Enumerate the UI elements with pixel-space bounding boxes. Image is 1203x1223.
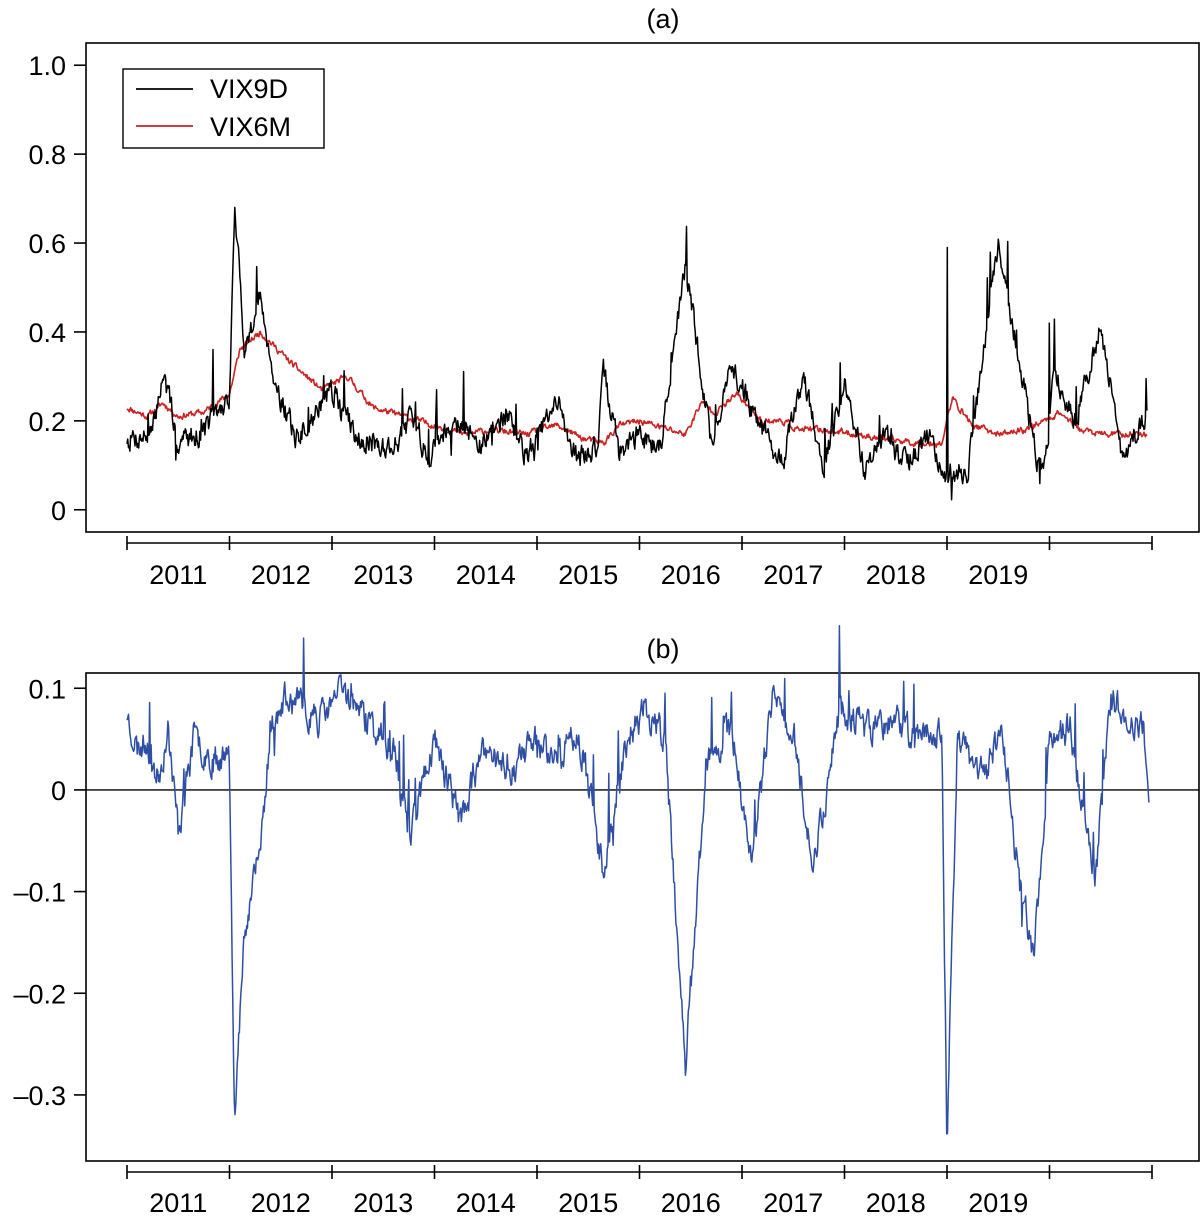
panel-b-series-layer bbox=[86, 624, 1199, 1135]
legend-label-vix6m: VIX6M bbox=[210, 112, 291, 142]
panel-b-xtick-label: 2012 bbox=[251, 1188, 311, 1218]
panel-b-ytick-label: –0.1 bbox=[13, 878, 66, 908]
panel-a-legend: VIX9D VIX6M bbox=[122, 68, 325, 149]
panel-a-vix-levels: (a) 00.20.40.60.81.0 2011 2012 2013 2014 201… bbox=[28, 4, 1200, 590]
panel-b-xtick-label: 2018 bbox=[866, 1188, 926, 1218]
panel-a-ytick-label: 1.0 bbox=[28, 51, 66, 81]
panel-a-ytick-label: 0 bbox=[51, 496, 66, 526]
panel-b-ytick-label: –0.3 bbox=[13, 1081, 66, 1111]
panel-a-xtick-label: 2018 bbox=[866, 560, 926, 590]
panel-b-spread: (b) –0.3–0.2–0.100.1 2011 2012 2013 2014 201… bbox=[13, 624, 1200, 1218]
legend-label-vix9d: VIX9D bbox=[210, 74, 288, 104]
panel-b-ytick-label: 0.1 bbox=[28, 674, 66, 704]
panel-b-x-axis: 2011 2012 2013 2014 2015 2016 2017 2018 2019 bbox=[126, 1165, 1153, 1218]
series-line-vix9d bbox=[126, 206, 1148, 501]
panel-a-xtick-label: 2012 bbox=[251, 560, 311, 590]
panel-b-y-axis: –0.3 –0.2 –0.1 0 0.1 bbox=[13, 674, 86, 1111]
panel-a-xtick-label: 2016 bbox=[661, 560, 721, 590]
panel-a-xtick-label: 2013 bbox=[353, 560, 413, 590]
panel-b-xtick-label: 2013 bbox=[353, 1188, 413, 1218]
panel-a-title: (a) bbox=[647, 4, 680, 34]
series-line-spread bbox=[126, 624, 1150, 1135]
panel-b-xtick-label: 2019 bbox=[968, 1188, 1028, 1218]
panel-a-y-axis: 0 0.2 0.4 0.6 0.8 1.0 bbox=[28, 51, 86, 526]
panel-b-xtick-label: 2017 bbox=[763, 1188, 823, 1218]
panel-b-xtick-label: 2011 bbox=[149, 1188, 207, 1218]
panel-b-xtick-label: 2014 bbox=[456, 1188, 516, 1218]
panel-a-xtick-label: 2019 bbox=[968, 560, 1028, 590]
series-line-vix6m bbox=[126, 330, 1148, 448]
panel-a-xtick-label: 2017 bbox=[763, 560, 823, 590]
panel-a-ytick-label: 0.8 bbox=[28, 140, 66, 170]
panel-a-series-layer bbox=[126, 206, 1148, 501]
panel-a-xtick-label: 2015 bbox=[558, 560, 618, 590]
panel-a-ytick-label: 0.6 bbox=[28, 229, 66, 259]
panel-a-xtick-label: 2014 bbox=[456, 560, 516, 590]
panel-a-ytick-label: 0.4 bbox=[28, 318, 66, 348]
panel-b-title: (b) bbox=[647, 634, 680, 664]
panel-b-plot-frame bbox=[85, 672, 1200, 1162]
panel-b-ytick-label: 0 bbox=[51, 776, 66, 806]
legend-box bbox=[122, 68, 325, 149]
panel-a-xtick-label: 2011 bbox=[149, 560, 207, 590]
panel-a-ytick-label: 0.2 bbox=[28, 407, 66, 437]
panel-b-ytick-label: –0.2 bbox=[13, 979, 66, 1009]
panel-a-plot-frame bbox=[85, 42, 1200, 533]
panel-b-xtick-label: 2015 bbox=[558, 1188, 618, 1218]
panel-a-x-axis: 2011 2012 2013 2014 2015 2016 2017 2018 2019 bbox=[126, 536, 1153, 590]
panel-b-xtick-label: 2016 bbox=[661, 1188, 721, 1218]
